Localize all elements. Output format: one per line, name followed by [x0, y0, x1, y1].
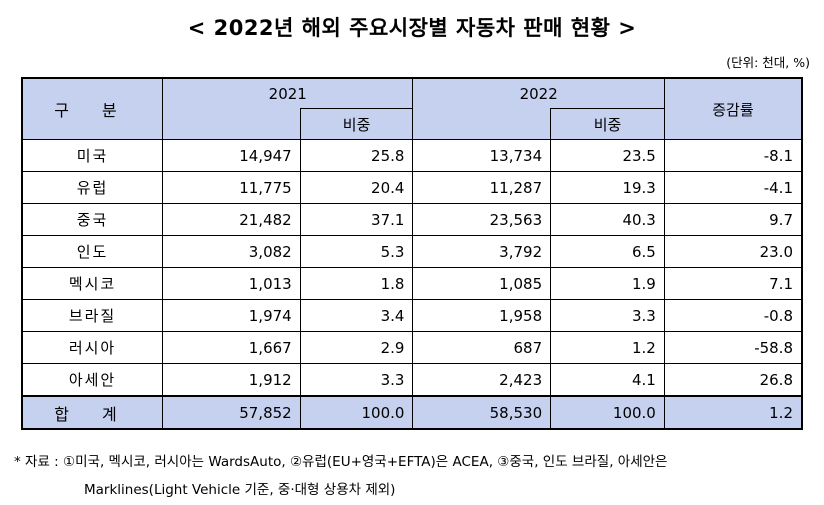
sales-2022: 687 — [412, 331, 552, 364]
share-2022: 4.1 — [550, 363, 665, 397]
sales-2021: 14,947 — [162, 139, 301, 172]
source-note-line-1: * 자료 : ①미국, 멕시코, 러시아는 WardsAuto, ②유럽(EU+… — [14, 454, 668, 470]
growth-rate: 1.2 — [663, 395, 803, 430]
header-2022: 2022 — [412, 77, 665, 109]
header-growth: 증감률 — [663, 77, 803, 140]
sales-table: 구 분 2021 2022 증감률 비중 비중 미국 14,947 25.8 13,7… — [21, 77, 803, 430]
unit-label: (단위: 천대, %) — [726, 55, 810, 70]
share-2022: 3.3 — [550, 299, 665, 332]
sales-2022: 13,734 — [412, 139, 552, 172]
sales-2021: 1,974 — [162, 299, 301, 332]
sales-2022: 3,792 — [412, 235, 552, 268]
market-name: 러시아 — [21, 331, 164, 364]
share-2021: 5.3 — [299, 235, 414, 268]
share-2021: 37.1 — [299, 203, 414, 236]
share-2022: 23.5 — [550, 139, 665, 172]
share-2021: 2.9 — [299, 331, 414, 364]
share-2022: 6.5 — [550, 235, 665, 268]
table-row: 미국 14,947 25.8 13,734 23.5 -8.1 — [21, 139, 803, 172]
market-name: 미국 — [21, 139, 164, 172]
page-title: < 2022년 해외 주요시장별 자동차 판매 현황 > — [187, 16, 637, 40]
share-2021: 3.4 — [299, 299, 414, 332]
market-name: 브라질 — [21, 299, 164, 332]
table-row: 멕시코 1,013 1.8 1,085 1.9 7.1 — [21, 267, 803, 300]
sales-2021: 1,912 — [162, 363, 301, 397]
market-name: 중국 — [21, 203, 164, 236]
table-row: 유럽 11,775 20.4 11,287 19.3 -4.1 — [21, 171, 803, 204]
share-2021: 3.3 — [299, 363, 414, 397]
growth-rate: 23.0 — [663, 235, 803, 268]
sales-2022: 1,958 — [412, 299, 552, 332]
growth-rate: -4.1 — [663, 171, 803, 204]
header-subrow: 비중 비중 — [22, 108, 802, 140]
sales-2021: 1,013 — [162, 267, 301, 300]
growth-rate: -0.8 — [663, 299, 803, 332]
sales-2022: 11,287 — [412, 171, 552, 204]
share-2022: 100.0 — [550, 395, 665, 430]
growth-rate: -58.8 — [663, 331, 803, 364]
share-2022: 1.9 — [550, 267, 665, 300]
market-name: 아세안 — [21, 363, 164, 397]
header-row: 구 분 2021 2022 증감률 — [21, 77, 803, 140]
market-name: 인도 — [21, 235, 164, 268]
share-2021: 25.8 — [299, 139, 414, 172]
market-name: 멕시코 — [21, 267, 164, 300]
sales-2021: 21,482 — [162, 203, 301, 236]
share-2021: 20.4 — [299, 171, 414, 204]
header-category: 구 분 — [21, 77, 164, 140]
growth-rate: 9.7 — [663, 203, 803, 236]
header-2022-share: 비중 — [550, 108, 665, 140]
share-2022: 19.3 — [550, 171, 665, 204]
total-row: 합 계 57,852 100.0 58,530 100.0 1.2 — [21, 395, 803, 430]
header-2021: 2021 — [162, 77, 414, 109]
table-row: 인도 3,082 5.3 3,792 6.5 23.0 — [21, 235, 803, 268]
sales-2021: 11,775 — [162, 171, 301, 204]
table-row: 아세안 1,912 3.3 2,423 4.1 26.8 — [21, 363, 803, 397]
growth-rate: 7.1 — [663, 267, 803, 300]
sales-2022: 58,530 — [412, 395, 552, 430]
table-row: 브라질 1,974 3.4 1,958 3.3 -0.8 — [21, 299, 803, 332]
sales-2021: 1,667 — [162, 331, 301, 364]
growth-rate: -8.1 — [663, 139, 803, 172]
sales-2021: 57,852 — [162, 395, 301, 430]
market-name: 유럽 — [21, 171, 164, 204]
share-2021: 100.0 — [299, 395, 414, 430]
source-note: * 자료 : ①미국, 멕시코, 러시아는 WardsAuto, ②유럽(EU+… — [14, 448, 667, 504]
sales-2022: 23,563 — [412, 203, 552, 236]
market-name: 합 계 — [21, 395, 164, 430]
table-row: 러시아 1,667 2.9 687 1.2 -58.8 — [21, 331, 803, 364]
share-2022: 1.2 — [550, 331, 665, 364]
sales-2021: 3,082 — [162, 235, 301, 268]
share-2022: 40.3 — [550, 203, 665, 236]
header-2021-volume — [162, 108, 301, 140]
growth-rate: 26.8 — [663, 363, 803, 397]
share-2021: 1.8 — [299, 267, 414, 300]
header-2022-volume — [412, 108, 552, 140]
sales-2022: 1,085 — [412, 267, 552, 300]
sales-2022: 2,423 — [412, 363, 552, 397]
table-row: 중국 21,482 37.1 23,563 40.3 9.7 — [21, 203, 803, 236]
source-note-line-2: Marklines(Light Vehicle 기준, 중·대형 상용차 제외) — [84, 482, 396, 498]
header-2021-share: 비중 — [299, 108, 414, 140]
